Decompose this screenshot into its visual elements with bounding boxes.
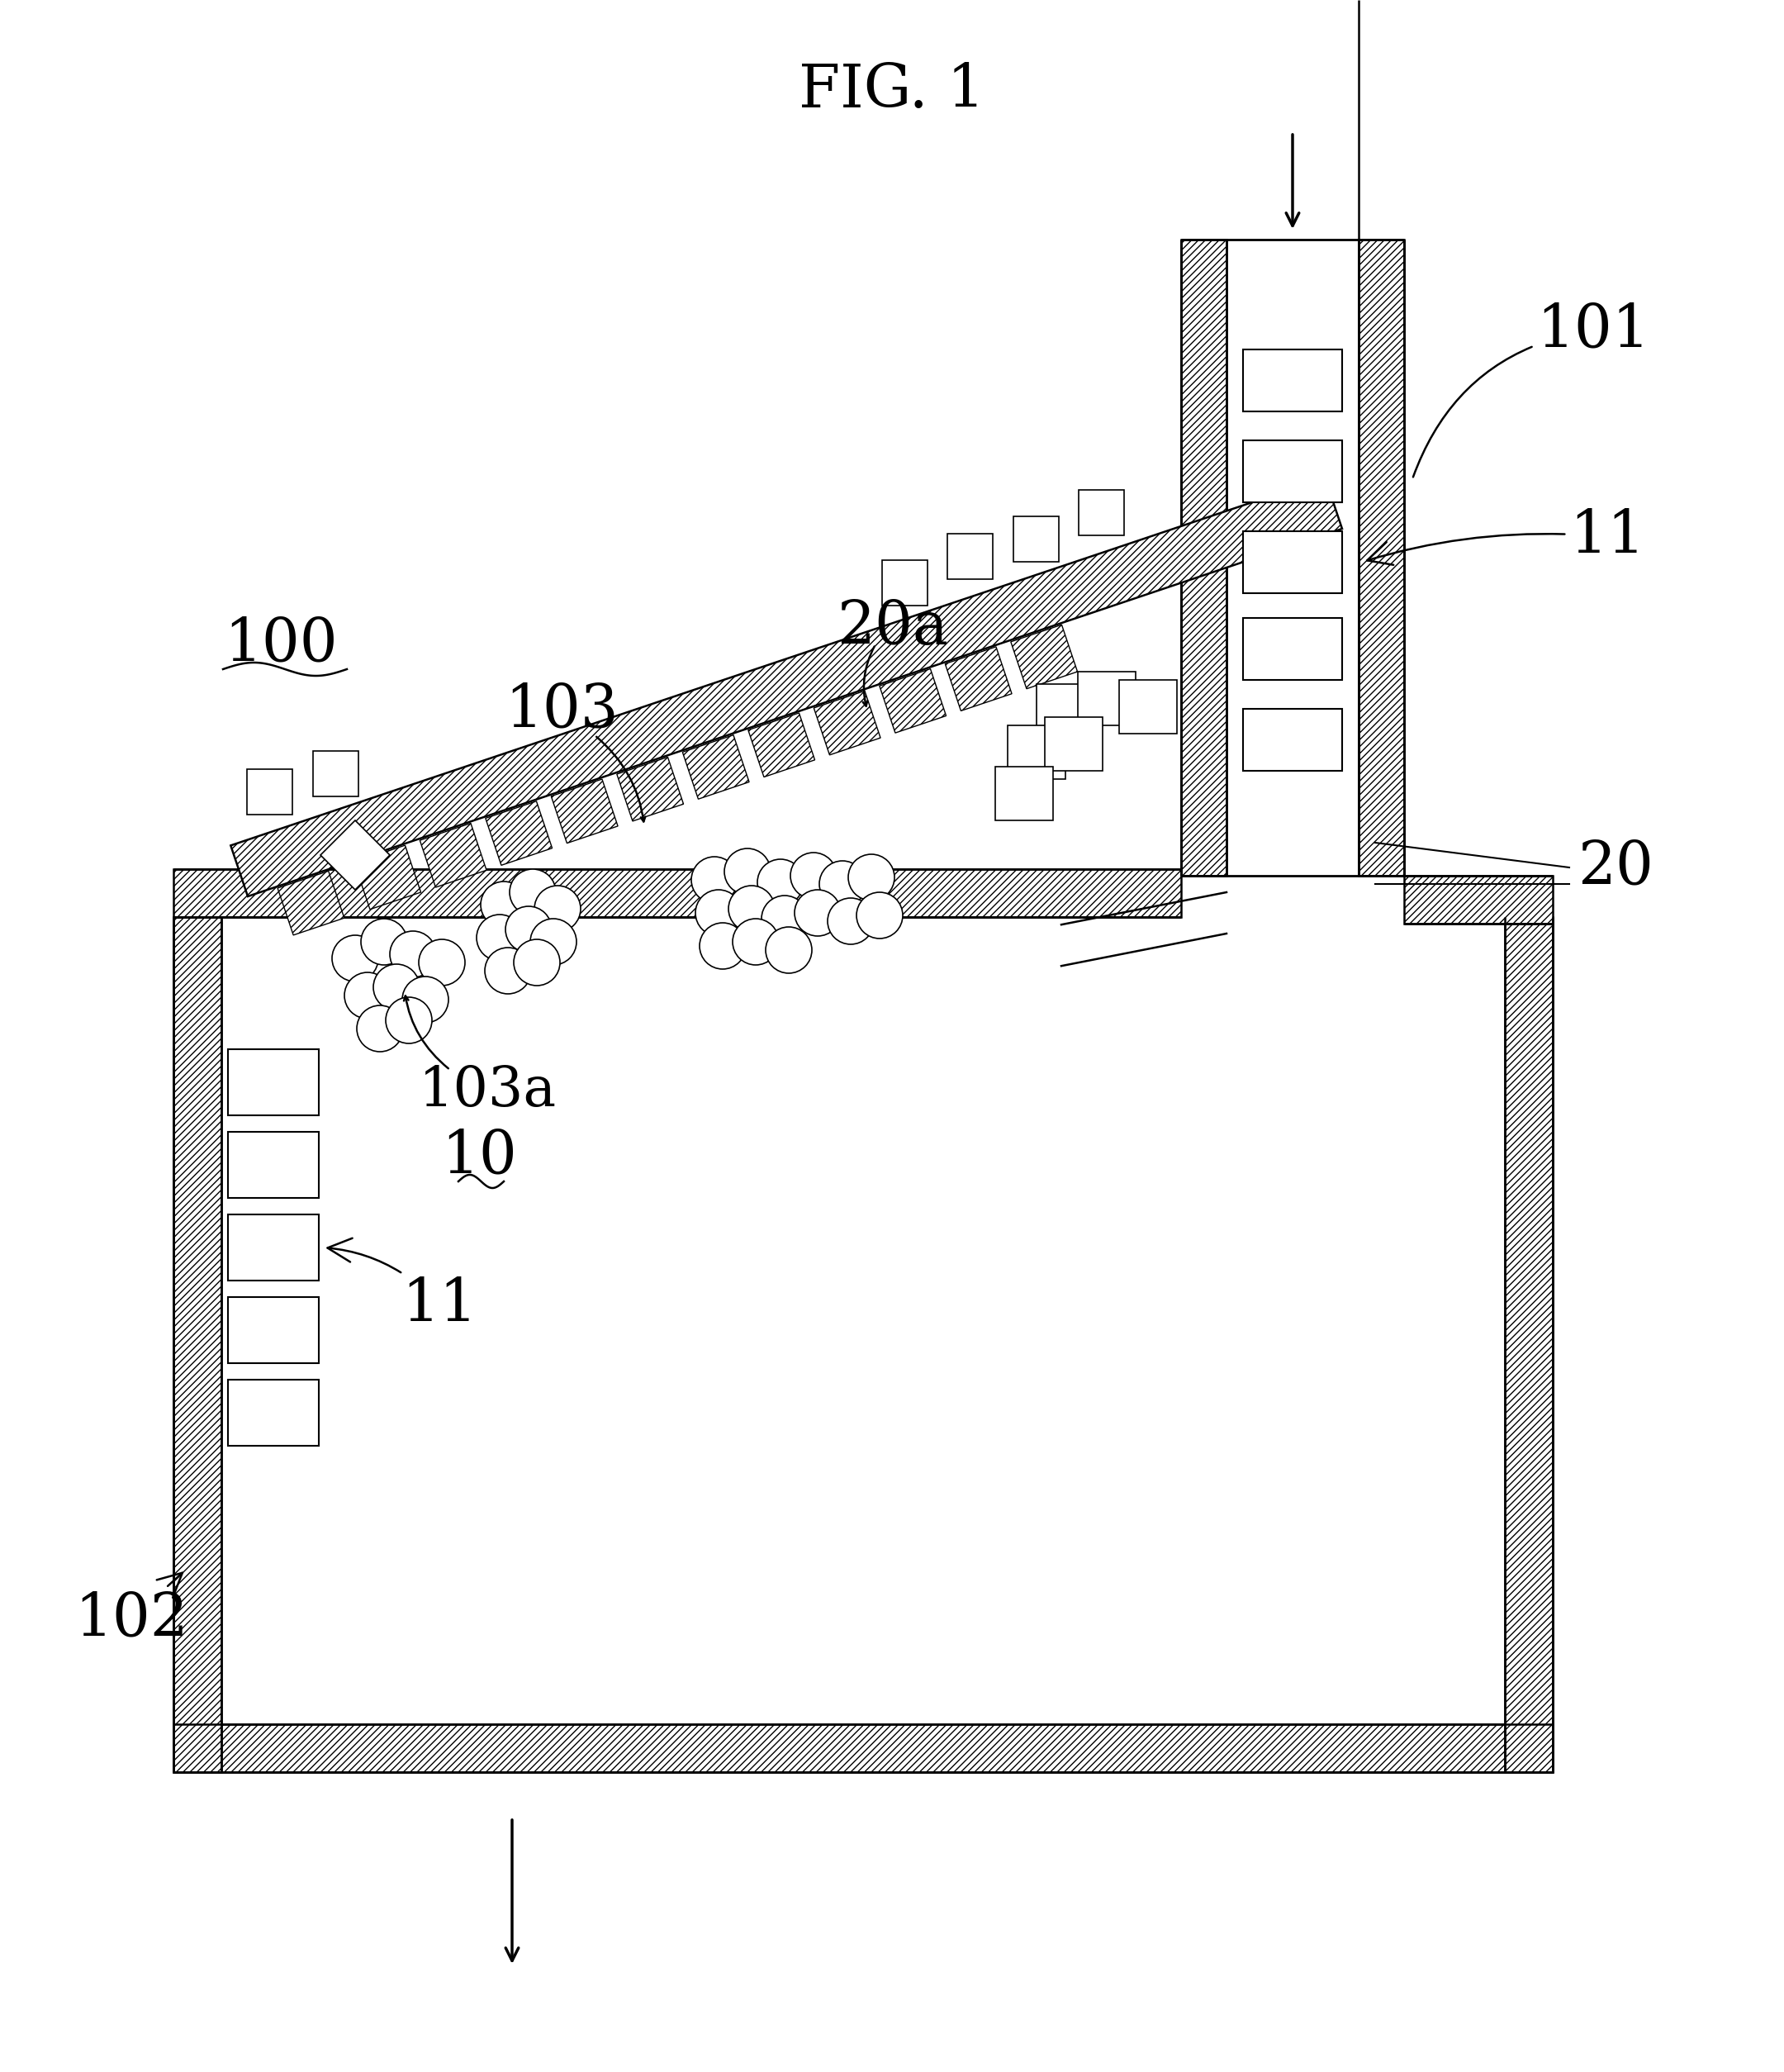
Circle shape <box>401 976 448 1024</box>
Polygon shape <box>946 646 1012 711</box>
Bar <box>228 1380 319 1446</box>
Circle shape <box>332 934 378 982</box>
Text: 103a: 103a <box>417 1063 557 1117</box>
Polygon shape <box>617 756 683 821</box>
Polygon shape <box>355 845 421 910</box>
Circle shape <box>724 847 771 895</box>
Polygon shape <box>1012 624 1078 688</box>
Polygon shape <box>246 769 293 814</box>
Circle shape <box>699 922 746 970</box>
Circle shape <box>790 852 837 899</box>
Polygon shape <box>173 1724 1552 1772</box>
Circle shape <box>480 881 526 928</box>
Polygon shape <box>747 713 815 777</box>
Polygon shape <box>814 690 881 754</box>
Bar <box>1078 671 1136 725</box>
Circle shape <box>828 897 874 945</box>
Polygon shape <box>880 669 946 733</box>
Circle shape <box>373 963 419 1011</box>
Text: 102: 102 <box>75 1573 187 1647</box>
Circle shape <box>419 939 466 986</box>
Circle shape <box>391 930 435 978</box>
Text: 10: 10 <box>441 1127 517 1185</box>
Polygon shape <box>947 535 992 580</box>
Circle shape <box>357 1005 403 1053</box>
Text: 101: 101 <box>1413 300 1650 477</box>
Polygon shape <box>1181 240 1227 876</box>
Circle shape <box>758 860 803 905</box>
Bar <box>1045 717 1103 771</box>
Text: 20: 20 <box>1577 839 1654 897</box>
Bar <box>1243 617 1342 680</box>
Circle shape <box>344 972 391 1019</box>
Bar <box>228 1048 319 1115</box>
Bar <box>1119 680 1177 733</box>
Bar <box>228 1297 319 1363</box>
Polygon shape <box>278 870 344 934</box>
Circle shape <box>819 860 865 908</box>
Polygon shape <box>485 802 553 866</box>
Circle shape <box>847 854 894 901</box>
Polygon shape <box>221 918 1506 1724</box>
Circle shape <box>728 885 774 932</box>
Circle shape <box>692 856 737 903</box>
Circle shape <box>530 918 576 966</box>
Text: FIG. 1: FIG. 1 <box>799 62 985 120</box>
Polygon shape <box>1013 516 1058 562</box>
Polygon shape <box>1359 240 1404 876</box>
Polygon shape <box>312 752 359 798</box>
Bar <box>1008 725 1065 779</box>
Circle shape <box>385 997 432 1044</box>
Circle shape <box>696 889 742 937</box>
Circle shape <box>762 895 808 943</box>
Text: 11: 11 <box>328 1239 476 1334</box>
Polygon shape <box>419 823 487 887</box>
Circle shape <box>856 893 903 939</box>
Bar <box>228 1214 319 1280</box>
Polygon shape <box>173 918 221 1772</box>
Bar <box>1227 240 1359 876</box>
Bar <box>1243 709 1342 771</box>
Circle shape <box>733 918 780 966</box>
Bar <box>1243 439 1342 501</box>
Bar <box>995 767 1053 821</box>
Text: 100: 100 <box>225 615 337 673</box>
Text: 11: 11 <box>1367 508 1645 566</box>
Polygon shape <box>230 479 1342 897</box>
Circle shape <box>476 914 523 961</box>
Text: 103: 103 <box>505 682 619 740</box>
Polygon shape <box>1079 489 1124 535</box>
Polygon shape <box>881 559 928 605</box>
Polygon shape <box>551 779 617 843</box>
Bar <box>1243 348 1342 410</box>
Circle shape <box>765 926 812 974</box>
Circle shape <box>535 885 580 932</box>
Bar <box>1243 530 1342 593</box>
Bar <box>228 1131 319 1198</box>
Circle shape <box>360 918 407 966</box>
Polygon shape <box>1506 918 1552 1772</box>
Polygon shape <box>683 736 749 800</box>
Polygon shape <box>1404 876 1552 924</box>
Circle shape <box>485 947 532 995</box>
Bar <box>1037 684 1094 738</box>
Circle shape <box>510 868 557 916</box>
Polygon shape <box>173 868 1181 918</box>
Circle shape <box>794 889 840 937</box>
Text: 20a: 20a <box>837 599 947 657</box>
Polygon shape <box>321 821 391 889</box>
Circle shape <box>505 905 551 953</box>
Circle shape <box>514 939 560 986</box>
